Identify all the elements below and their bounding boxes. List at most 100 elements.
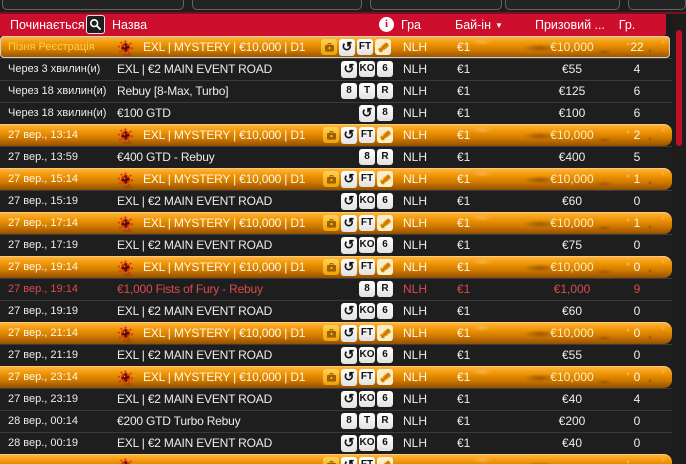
buyin-amount: €1	[457, 392, 471, 406]
reentry-icon: ↺	[341, 390, 357, 408]
badge-6: 6	[377, 237, 393, 253]
tournament-name: EXL | €2 MAIN EVENT ROAD	[117, 62, 273, 76]
player-count: 9	[633, 282, 641, 296]
tournament-row[interactable]: 27 вер., 19:19 EXL | €2 MAIN EVENT ROAD ↺ K…	[0, 300, 672, 322]
tournament-name-cell: EXL | €2 MAIN EVENT ROAD	[117, 190, 272, 212]
player-count: 0	[633, 348, 641, 362]
badge-6: 6	[377, 61, 393, 77]
player-count: 1	[633, 216, 641, 230]
filter-dropdown[interactable]	[2, 0, 184, 10]
mystery-bounty-icon	[117, 215, 134, 232]
prize-pool: €10,000	[550, 370, 594, 384]
prize-pool: €40	[561, 392, 583, 406]
reentry-icon: ↺	[341, 192, 357, 210]
tournament-name: €200 GTD Turbo Rebuy	[117, 414, 241, 428]
prize-pool: €10,000	[550, 326, 594, 340]
buyin-amount: €1	[457, 216, 471, 230]
filter-strip	[0, 0, 686, 12]
player-count: 22	[630, 40, 644, 54]
tournament-row[interactable]: 27 вер., 13:59 €400 GTD - Rebuy 8 R NLH €1 €40…	[0, 146, 672, 168]
game-type: NLH	[403, 84, 428, 98]
reentry-icon: ↺	[341, 324, 357, 342]
column-header-players[interactable]: Гр.	[618, 18, 636, 32]
column-header-name[interactable]: Назва	[112, 18, 148, 32]
badge-KO: KO	[359, 391, 375, 407]
start-time: 27 вер., 13:14	[8, 129, 78, 141]
tournament-name-cell: €100 GTD	[117, 102, 171, 124]
search-icon	[89, 18, 102, 31]
ticket-icon	[377, 215, 393, 231]
info-icon[interactable]: i	[379, 17, 394, 32]
ticket-icon	[377, 171, 393, 187]
badge-FT: FT	[357, 39, 373, 55]
tournament-row[interactable]: 27 вер., 19:14 €1,000 Fists of Fury - Reb…	[0, 278, 672, 300]
game-type: NLH	[403, 370, 428, 384]
buyin-amount: €1	[457, 128, 471, 142]
tournament-row[interactable]: 27 вер., 23:14 EXL | MYSTERY | €10,000 | …	[0, 366, 672, 388]
tournament-row[interactable]: 27 вер., 15:19 EXL | €2 MAIN EVENT ROAD ↺ K…	[0, 190, 672, 212]
tournament-name: EXL | MYSTERY | €10,000 | D1	[143, 128, 306, 142]
search-button[interactable]	[86, 15, 105, 34]
reentry-icon: ↺	[341, 214, 357, 232]
column-header-buyin[interactable]: Бай-ін ▼	[455, 18, 503, 32]
player-count: 0	[633, 238, 641, 252]
badge-FT: FT	[359, 325, 375, 341]
buyin-amount: €1	[457, 282, 471, 296]
tournament-row[interactable]: ↺FT	[0, 454, 672, 464]
start-time: 27 вер., 21:19	[8, 349, 78, 361]
filter-dropdown[interactable]	[628, 0, 686, 10]
tournament-name: EXL | MYSTERY | €10,000 | D1	[143, 370, 306, 384]
bounty-bag-icon	[323, 259, 339, 275]
player-count: 0	[633, 370, 641, 384]
tournament-row[interactable]: 27 вер., 21:14 EXL | MYSTERY | €10,000 | …	[0, 322, 672, 344]
tournament-row[interactable]: 27 вер., 21:19 EXL | €2 MAIN EVENT ROAD ↺ K…	[0, 344, 672, 366]
reentry-icon: ↺	[341, 236, 357, 254]
buyin-amount: €1	[457, 260, 471, 274]
tournament-row[interactable]: 28 вер., 00:19 EXL | €2 MAIN EVENT ROAD ↺ K…	[0, 432, 672, 454]
bounty-bag-icon	[323, 127, 339, 143]
start-time: Через 18 хвилин(и)	[8, 85, 107, 97]
tournament-row[interactable]: 27 вер., 15:14 EXL | MYSTERY | €10,000 | …	[0, 168, 672, 190]
tournament-row[interactable]: 27 вер., 19:14 EXL | MYSTERY | €10,000 | …	[0, 256, 672, 278]
tournament-row[interactable]: Пізня Реєстрація EXL | MYSTERY | €10,000 …	[0, 36, 670, 58]
badge-group: ↺ KO 6	[341, 432, 393, 454]
tournament-row[interactable]: 28 вер., 00:14 €200 GTD Turbo Rebuy 8 T R NLH…	[0, 410, 672, 432]
tournament-name-cell: €400 GTD - Rebuy	[117, 146, 215, 168]
mystery-bounty-icon	[117, 325, 134, 342]
tournament-name-cell: Rebuy [8-Max, Turbo]	[117, 80, 229, 102]
buyin-amount: €1	[457, 62, 471, 76]
column-header-prize[interactable]: Призовий ...	[535, 18, 605, 32]
tournament-row[interactable]: 27 вер., 23:19 EXL | €2 MAIN EVENT ROAD ↺ K…	[0, 388, 672, 410]
column-header-starts[interactable]: Починається	[10, 18, 85, 32]
tournament-row[interactable]: Через 18 хвилин(и) €100 GTD ↺ 8 NLH €1 €100 6	[0, 102, 672, 124]
badge-FT: FT	[359, 457, 375, 464]
filter-dropdown[interactable]	[192, 0, 362, 10]
tournament-name-cell: EXL | €2 MAIN EVENT ROAD	[117, 300, 272, 322]
tournament-name-cell: EXL | €2 MAIN EVENT ROAD	[117, 432, 272, 454]
reentry-icon: ↺	[341, 368, 357, 386]
tournament-row[interactable]: Через 18 хвилин(и) Rebuy [8-Max, Turbo] 8 T…	[0, 80, 672, 102]
buyin-amount: €1	[457, 414, 471, 428]
tournament-name-cell: EXL | €2 MAIN EVENT ROAD	[117, 234, 272, 256]
tournament-row[interactable]: 27 вер., 17:14 EXL | MYSTERY | €10,000 | …	[0, 212, 672, 234]
tournament-row[interactable]: 27 вер., 17:19 EXL | €2 MAIN EVENT ROAD ↺ K…	[0, 234, 672, 256]
scrollbar-thumb[interactable]	[676, 30, 682, 146]
tournament-row[interactable]: 27 вер., 13:14 EXL | MYSTERY | €10,000 | …	[0, 124, 672, 146]
badge-FT: FT	[359, 171, 375, 187]
tournament-name-cell: EXL | MYSTERY | €10,000 | D1	[117, 256, 305, 278]
filter-dropdown[interactable]	[505, 0, 620, 10]
scrollbar-track[interactable]	[672, 14, 686, 464]
filter-dropdown[interactable]	[370, 0, 502, 10]
reentry-icon: ↺	[341, 60, 357, 78]
buyin-amount: €1	[457, 238, 471, 252]
buyin-amount: €1	[457, 370, 471, 384]
game-type: NLH	[403, 260, 428, 274]
column-header-game[interactable]: Гра	[401, 18, 421, 32]
buyin-amount: €1	[457, 304, 471, 318]
tournament-row[interactable]: Через 3 хвилин(и) EXL | €2 MAIN EVENT ROA…	[0, 58, 672, 80]
game-type: NLH	[403, 194, 428, 208]
tournament-name: EXL | MYSTERY | €10,000 | D1	[143, 172, 306, 186]
